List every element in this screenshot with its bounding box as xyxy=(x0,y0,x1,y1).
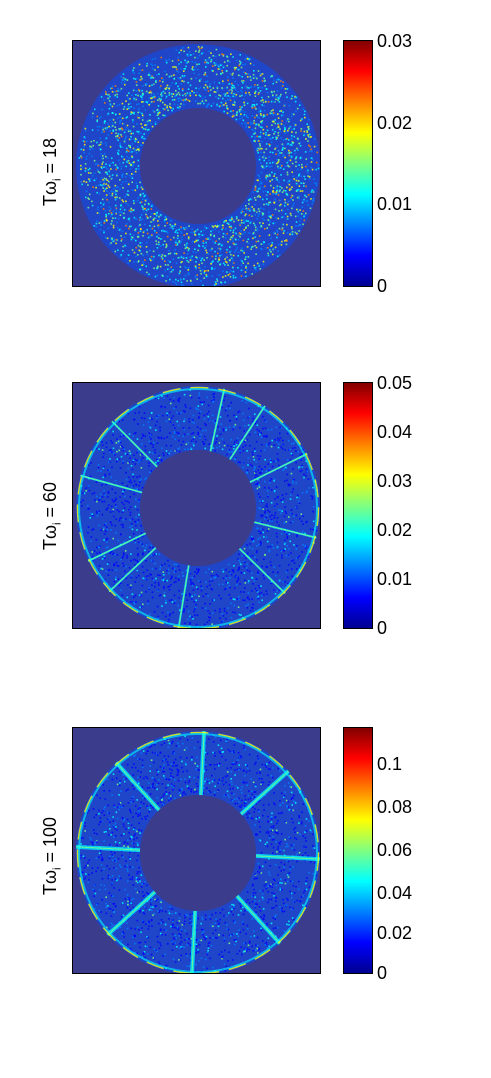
plot-frame xyxy=(72,727,321,974)
inner-hole xyxy=(140,450,256,566)
colorbar-tick-label: 0.05 xyxy=(377,373,413,393)
colorbar-3 xyxy=(343,727,373,974)
colorbar-tick-label: 0.01 xyxy=(377,194,413,214)
y-axis-label-1: Tωi = 18 xyxy=(40,137,64,206)
colorbar-tick-label: 0.06 xyxy=(377,840,413,860)
colorbar-1 xyxy=(343,40,373,287)
colorbar-tick-label: 0.02 xyxy=(377,520,413,540)
outer-wall-layer xyxy=(76,386,320,629)
plot-frame xyxy=(72,382,321,629)
colorbar-tick-label: 0.02 xyxy=(377,113,413,133)
plot-frame xyxy=(72,40,321,287)
colorbar-tick-label: 0 xyxy=(377,963,388,983)
colorbar-gradient xyxy=(343,727,373,974)
colorbar-tick-label: 0.03 xyxy=(377,31,413,51)
y-axis-label-2: Tωi = 60 xyxy=(40,481,64,550)
heatmap-plot-1 xyxy=(72,40,321,287)
colorbar-tick-label: 0.04 xyxy=(377,422,413,442)
inner-hole xyxy=(140,795,256,911)
colorbar-tick-label: 0.01 xyxy=(377,569,413,589)
outer-wall-layer xyxy=(76,731,320,974)
colorbar-tick-label: 0 xyxy=(377,276,388,296)
annulus-field xyxy=(76,731,320,974)
annulus-field xyxy=(76,44,320,287)
y-axis-label-3: Tωi = 100 xyxy=(40,816,64,895)
heatmap-plot-3 xyxy=(72,727,321,974)
colorbar-2 xyxy=(343,382,373,629)
annulus-field xyxy=(76,386,320,629)
colorbar-tick-label: 0 xyxy=(377,618,388,638)
inner-hole xyxy=(140,108,256,224)
colorbar-tick-label: 0.04 xyxy=(377,883,413,903)
heatmap-plot-2 xyxy=(72,382,321,629)
colorbar-tick-label: 0.02 xyxy=(377,923,413,943)
colorbar-tick-label: 0.08 xyxy=(377,797,413,817)
colorbar-tick-label: 0.03 xyxy=(377,471,413,491)
colorbar-gradient xyxy=(343,40,373,287)
colorbar-tick-label: 0.1 xyxy=(377,754,403,774)
colorbar-gradient xyxy=(343,382,373,629)
